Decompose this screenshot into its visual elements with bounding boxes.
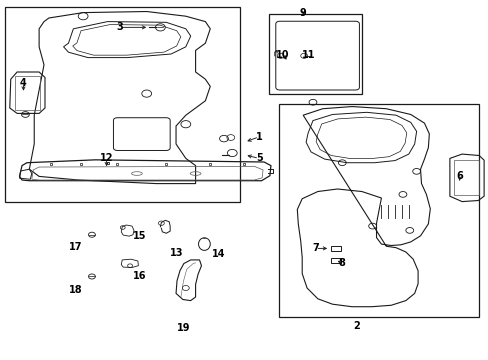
Text: 10: 10 <box>275 50 289 60</box>
Text: 16: 16 <box>132 271 146 282</box>
Text: 8: 8 <box>338 258 345 268</box>
Text: 13: 13 <box>170 248 183 258</box>
Bar <box>453 160 478 195</box>
Text: 19: 19 <box>176 323 190 333</box>
Bar <box>278 104 478 317</box>
Text: 17: 17 <box>69 242 82 252</box>
Text: 6: 6 <box>455 171 462 181</box>
Bar <box>5 7 239 202</box>
Text: 7: 7 <box>311 243 318 253</box>
Text: 15: 15 <box>132 231 146 241</box>
Text: 11: 11 <box>302 50 315 60</box>
Text: 4: 4 <box>20 78 27 88</box>
Text: 3: 3 <box>116 22 123 32</box>
Text: 1: 1 <box>255 132 262 142</box>
Text: 9: 9 <box>299 8 306 18</box>
Text: 12: 12 <box>100 153 113 163</box>
Text: 18: 18 <box>69 285 82 295</box>
Text: 2: 2 <box>353 321 360 331</box>
Text: 5: 5 <box>255 153 262 163</box>
Text: 14: 14 <box>212 249 225 259</box>
Bar <box>15 76 40 110</box>
Bar <box>268 14 361 94</box>
